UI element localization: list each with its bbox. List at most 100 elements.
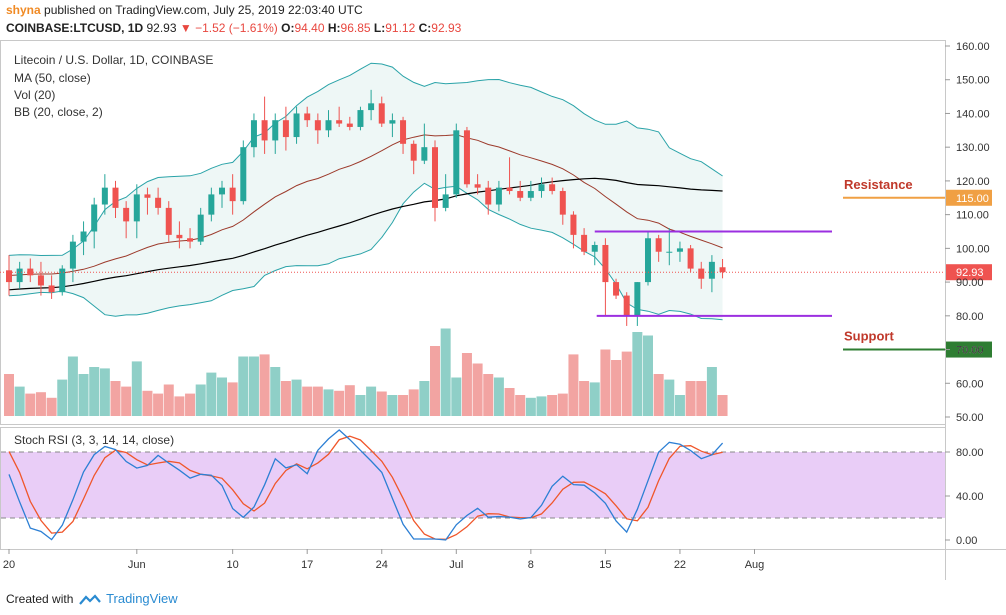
legend-ma[interactable]: MA (50, close) bbox=[14, 71, 91, 85]
volume-bar bbox=[163, 384, 174, 416]
volume-bar bbox=[376, 391, 387, 416]
candle-body bbox=[133, 194, 140, 222]
volume-bar bbox=[504, 388, 515, 416]
candle-body bbox=[91, 204, 98, 232]
candle-body bbox=[549, 184, 556, 192]
stoch-d-line bbox=[8, 435, 723, 540]
volume-bar bbox=[557, 393, 568, 416]
time-tick-label: Jul bbox=[449, 559, 463, 571]
resistance-label: Resistance bbox=[844, 177, 913, 192]
candle-body bbox=[69, 241, 76, 269]
price-tick-label: 60.00 bbox=[956, 378, 984, 390]
candles-layer bbox=[6, 89, 726, 326]
volume-bar bbox=[248, 356, 259, 416]
support-tag-text: 70.00 bbox=[956, 345, 984, 357]
candle-body bbox=[517, 191, 524, 198]
volume-bar bbox=[674, 395, 685, 416]
candle-body bbox=[591, 244, 598, 252]
candle-body bbox=[708, 261, 715, 279]
support-tag-bg bbox=[946, 341, 992, 358]
low-value: 91.12 bbox=[385, 21, 416, 35]
candle-body bbox=[442, 194, 449, 208]
candle-body bbox=[208, 194, 215, 215]
volume-bar bbox=[142, 390, 153, 416]
price-change: −1.52 (−1.61%) bbox=[195, 21, 278, 35]
last-price: 92.93 bbox=[146, 21, 177, 35]
volume-bar bbox=[280, 381, 291, 416]
footer: Created with TradingView bbox=[6, 591, 178, 606]
last-price-tag-text: 92.93 bbox=[956, 267, 984, 279]
volume-bar bbox=[525, 397, 536, 416]
high-label: H: bbox=[327, 21, 341, 35]
candle-body bbox=[314, 120, 321, 131]
candle-body bbox=[655, 238, 662, 252]
volume-bar bbox=[67, 356, 78, 416]
candle-body bbox=[336, 120, 343, 124]
candle-body bbox=[346, 123, 353, 127]
price-tick-label: 80.00 bbox=[956, 311, 984, 323]
legend-title[interactable]: Litecoin / U.S. Dollar, 1D, COINBASE bbox=[14, 53, 214, 67]
candle-body bbox=[37, 275, 44, 286]
volume-bar bbox=[312, 386, 323, 416]
symbol-label: COINBASE:LTCUSD, 1D bbox=[6, 21, 144, 35]
legend-stoch-rsi[interactable]: Stoch RSI (3, 3, 14, 14, close) bbox=[14, 433, 175, 447]
ma50-line bbox=[8, 177, 723, 291]
volume-bar bbox=[398, 395, 409, 416]
legend-bb[interactable]: BB (20, close, 2) bbox=[14, 105, 103, 119]
volume-bar bbox=[35, 392, 46, 416]
candle-body bbox=[378, 103, 385, 124]
stoch-k-line bbox=[8, 429, 724, 541]
support-label: Support bbox=[844, 329, 894, 344]
candle-body bbox=[453, 130, 460, 195]
publish-line: shyna published on TradingView.com, July… bbox=[6, 3, 363, 17]
annotation-layer: 92.93 115.00 Resistance 70.00 Support bbox=[0, 177, 992, 358]
price-tick-label: 140.00 bbox=[956, 108, 990, 120]
volume-bar bbox=[25, 393, 36, 416]
resistance-tag-text: 115.00 bbox=[956, 193, 989, 205]
volume-bar bbox=[78, 374, 89, 416]
candle-body bbox=[272, 120, 279, 141]
volume-bar bbox=[206, 372, 217, 416]
volume-bar bbox=[696, 381, 707, 416]
stoch-tick-label: 80.00 bbox=[956, 447, 984, 459]
volume-bar bbox=[653, 374, 664, 416]
brand-name[interactable]: TradingView bbox=[106, 591, 178, 606]
candle-body bbox=[123, 207, 130, 222]
volume-bar bbox=[632, 332, 643, 416]
candle-body bbox=[293, 113, 300, 138]
candle-body bbox=[48, 285, 55, 293]
candle-body bbox=[368, 103, 375, 111]
volume-bar bbox=[579, 381, 590, 416]
volume-bar bbox=[366, 386, 377, 416]
volume-bar bbox=[344, 385, 355, 416]
volume-bar bbox=[110, 381, 121, 416]
stoch-rsi-layer bbox=[8, 429, 724, 541]
volume-bar bbox=[89, 367, 100, 416]
candle-body bbox=[165, 207, 172, 235]
time-tick-label: 17 bbox=[301, 559, 313, 571]
time-tick-label: 8 bbox=[528, 559, 534, 571]
volume-bar bbox=[46, 397, 57, 416]
candle-body bbox=[570, 214, 577, 235]
author-name[interactable]: shyna bbox=[6, 3, 41, 17]
price-tick-label: 70.00 bbox=[956, 345, 984, 357]
candle-body bbox=[6, 270, 12, 283]
volume-bar bbox=[153, 393, 164, 416]
candle-body bbox=[144, 194, 151, 198]
volume-bar bbox=[461, 353, 472, 416]
volume-bar bbox=[185, 393, 196, 416]
candle-body bbox=[357, 110, 364, 127]
legend-vol[interactable]: Vol (20) bbox=[14, 88, 56, 102]
volume-bar bbox=[270, 367, 281, 416]
volume-bar bbox=[643, 335, 653, 416]
time-tick-label: 10 bbox=[227, 559, 239, 571]
candle-body bbox=[304, 113, 311, 121]
volume-bar bbox=[227, 382, 238, 416]
price-tick-label: 160.00 bbox=[956, 41, 990, 53]
volume-bar bbox=[706, 367, 717, 416]
low-label: L: bbox=[373, 21, 386, 35]
resistance-tag-bg bbox=[946, 189, 992, 206]
bollinger-basis-line bbox=[8, 134, 723, 276]
close-value: 92.93 bbox=[431, 21, 462, 35]
candle-body bbox=[613, 282, 620, 296]
